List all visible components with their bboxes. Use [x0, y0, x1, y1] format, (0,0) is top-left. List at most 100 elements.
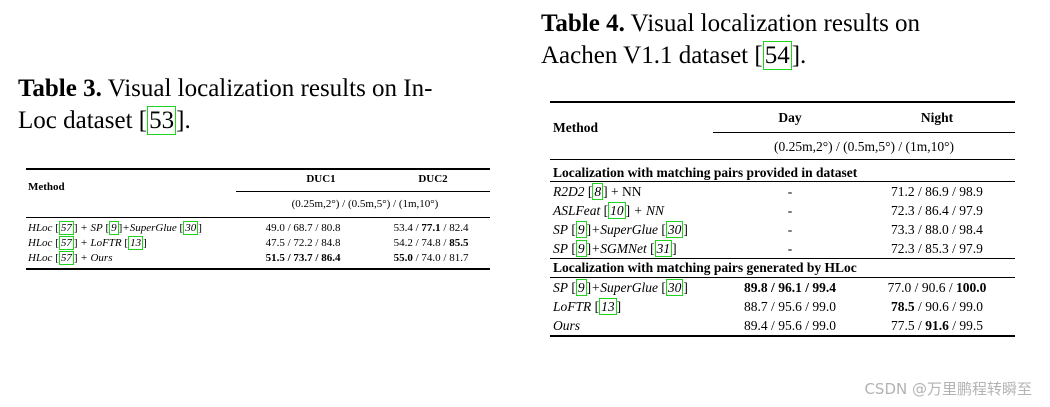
table4-cell-night: 77.5 / 91.6 / 99.5 — [891, 318, 983, 333]
table4-caption-citation[interactable]: 54 — [762, 41, 792, 70]
table4-caption-text2: Aachen V1.1 dataset — [541, 42, 749, 69]
table4-bottom-rule — [550, 335, 1015, 337]
table4-cell-day: 89.4 / 95.6 / 99.0 — [744, 318, 836, 333]
method-name: SP — [553, 280, 568, 295]
table4-section-provided: Localization with matching pairs provide… — [553, 165, 858, 180]
citation[interactable]: 9 — [575, 240, 587, 257]
table4-section1-rule — [550, 181, 1015, 182]
table-row: SP [9]+SGMNet [31] — [553, 240, 677, 257]
citation[interactable]: 30 — [665, 221, 684, 238]
method-name: +SGMNet — [591, 241, 647, 256]
table3-caption: Table 3. Visual localization results on … — [18, 73, 498, 137]
table3-method-header: Method — [28, 181, 65, 193]
citation[interactable]: 30 — [183, 221, 199, 235]
citation[interactable]: 8 — [592, 183, 604, 200]
table4-caption-label: Table 4. — [541, 10, 625, 37]
table4-mid-rule — [713, 132, 1015, 133]
method-name: Ours — [553, 318, 581, 333]
method-name: HLoc — [28, 222, 53, 234]
table4-header-rule — [550, 159, 1015, 160]
method-name: +SuperGlue — [591, 280, 658, 295]
table3-caption-citation[interactable]: 53 — [147, 106, 177, 135]
table3-caption-period: . — [184, 107, 191, 134]
table4-cell-day: - — [787, 184, 793, 199]
citation[interactable]: 10 — [608, 202, 626, 219]
table3-caption-label: Table 3. — [18, 75, 102, 102]
table-row: HLoc [57] + LoFTR [13] — [28, 236, 147, 250]
citation[interactable]: 13 — [599, 298, 617, 315]
table3-top-rule — [26, 168, 490, 170]
table3-duc1-header: DUC1 — [306, 173, 336, 185]
table4-cell-day: - — [787, 241, 793, 256]
table-row: SP [9]+SuperGlue [30] — [553, 221, 688, 238]
table3-cell-duc2: 55.0 / 74.0 / 81.7 — [393, 252, 469, 264]
table4: Method Day Night (0.25m,2°) / (0.5m,5°) … — [550, 101, 1015, 337]
table4-caption-text: Visual localization results on — [630, 10, 921, 37]
citation[interactable]: 30 — [665, 279, 684, 296]
citation[interactable]: 57 — [58, 236, 74, 250]
method-name: + LoFTR — [80, 237, 122, 249]
table4-cell-night: 71.2 / 86.9 / 98.9 — [891, 184, 983, 199]
table3-cell-duc1: 49.0 / 68.7 / 80.8 — [265, 222, 341, 234]
table4-cell-night: 72.3 / 85.3 / 97.9 — [891, 241, 983, 256]
citation[interactable]: 57 — [58, 251, 74, 265]
table-row: LoFTR [13] — [553, 298, 622, 315]
method-name: +SuperGlue — [122, 222, 177, 234]
table4-cell-night: 78.5 / 90.6 / 99.0 — [891, 299, 983, 314]
table-row: ASLFeat [10] + NN — [553, 202, 665, 219]
table4-cell-day: 89.8 / 96.1 / 99.4 — [744, 280, 836, 295]
table4-caption-period: . — [800, 42, 807, 69]
table3-thresholds: (0.25m,2°) / (0.5m,5°) / (1m,10°) — [291, 198, 439, 210]
table3-mid-rule — [236, 191, 490, 192]
method-name: + Ours — [80, 252, 113, 264]
citation[interactable]: 9 — [575, 279, 587, 296]
table3-caption-line2: Loc dataset [53]. — [18, 106, 191, 135]
table3-caption-text: Visual localization results on In- — [107, 75, 433, 102]
method-name: +SuperGlue — [591, 222, 658, 237]
table4-section2-rule — [550, 277, 1015, 278]
table3-header-rule — [26, 217, 490, 218]
citation[interactable]: 9 — [575, 221, 587, 238]
table4-thresholds: (0.25m,2°) / (0.5m,5°) / (1m,10°) — [773, 139, 955, 154]
method-name: LoFTR — [553, 299, 592, 314]
table4-cell-day: - — [787, 222, 793, 237]
method-name: + SP — [80, 222, 103, 234]
table4-top-rule — [550, 101, 1015, 103]
table4-caption: Table 4. Visual localization results on … — [541, 8, 1031, 72]
table-row: HLoc [57] + Ours — [28, 251, 113, 265]
table3-caption-line1: Table 3. Visual localization results on … — [18, 73, 498, 105]
citation[interactable]: 57 — [58, 221, 74, 235]
table3-cell-duc1: 51.5 / 73.7 / 86.4 — [265, 252, 341, 264]
table4-caption-line1: Table 4. Visual localization results on — [541, 8, 1031, 40]
method-name: + NN — [633, 203, 665, 218]
table3-cell-duc1: 47.5 / 72.2 / 84.8 — [265, 237, 341, 249]
method-name: + NN — [611, 184, 642, 199]
table4-method-header: Method — [553, 120, 598, 135]
table4-day-header: Day — [778, 110, 802, 125]
citation[interactable]: 9 — [109, 221, 119, 235]
table4-night-header: Night — [920, 110, 954, 125]
watermark: CSDN @万里鹏程转瞬至 — [864, 380, 1032, 398]
method-name: ASLFeat — [553, 203, 601, 218]
table4-cell-night: 72.3 / 86.4 / 97.9 — [891, 203, 983, 218]
method-name: HLoc — [28, 237, 53, 249]
table3-cell-duc2: 54.2 / 74.8 / 85.5 — [393, 237, 469, 249]
table3-caption-text2: Loc dataset — [18, 107, 133, 134]
table3-duc2-header: DUC2 — [418, 173, 448, 185]
method-name: SP — [553, 222, 568, 237]
table4-caption-line2: Aachen V1.1 dataset [54]. — [541, 41, 807, 70]
table-row: R2D2 [8] + NN — [553, 183, 642, 200]
table4-section-hloc: Localization with matching pairs generat… — [553, 260, 857, 275]
table4-cell-night: 73.3 / 88.0 / 98.4 — [891, 222, 983, 237]
table-row: Ours — [553, 316, 580, 335]
table4-cell-night: 77.0 / 90.6 / 100.0 — [887, 280, 987, 295]
table4-cell-day: 88.7 / 95.6 / 99.0 — [744, 299, 836, 314]
table3-cell-duc2: 53.4 / 77.1 / 82.4 — [393, 222, 469, 234]
method-name: R2D2 — [553, 184, 585, 199]
citation[interactable]: 13 — [128, 236, 144, 250]
method-name: SP — [553, 241, 568, 256]
citation[interactable]: 31 — [654, 240, 673, 257]
table-row: HLoc [57] + SP [9]+SuperGlue [30] — [28, 221, 202, 235]
table3-bottom-rule — [26, 268, 490, 270]
table4-section2-top-rule — [550, 258, 1015, 259]
